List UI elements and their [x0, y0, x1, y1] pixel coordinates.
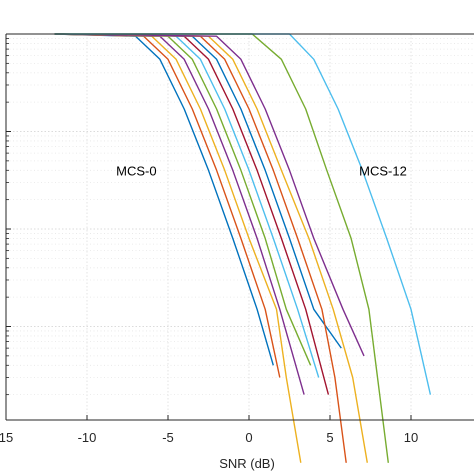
x-tick-label: -5	[162, 430, 174, 445]
annotations: MCS-0 MCS-12	[116, 163, 407, 178]
series-line-13	[54, 33, 432, 395]
x-tick-label: 15	[0, 430, 13, 445]
x-tick-labels: 15 -10 -5 0 5 10	[0, 430, 418, 445]
x-tick-label: 10	[404, 430, 418, 445]
series-line-3	[54, 33, 302, 463]
series-line-12	[54, 33, 389, 463]
x-tick-label: -10	[78, 430, 97, 445]
series-line-5	[54, 33, 312, 366]
annotation-mcs-12: MCS-12	[359, 163, 407, 178]
axes	[5, 33, 474, 421]
series-line-8	[54, 33, 342, 349]
x-tick-label: 0	[245, 430, 252, 445]
x-axis-label: SNR (dB)	[219, 456, 275, 471]
series-line-7	[54, 33, 330, 395]
series-line-9	[54, 33, 347, 463]
x-tick-label: 5	[326, 430, 333, 445]
grid	[6, 34, 474, 420]
series-line-11	[54, 33, 365, 357]
series-group	[54, 33, 432, 463]
series-line-10	[54, 33, 368, 463]
annotation-mcs-0: MCS-0	[116, 163, 156, 178]
series-line-2	[54, 33, 281, 378]
series-line-4	[54, 33, 305, 395]
series-line-1	[54, 33, 274, 366]
series-line-6	[54, 33, 320, 378]
